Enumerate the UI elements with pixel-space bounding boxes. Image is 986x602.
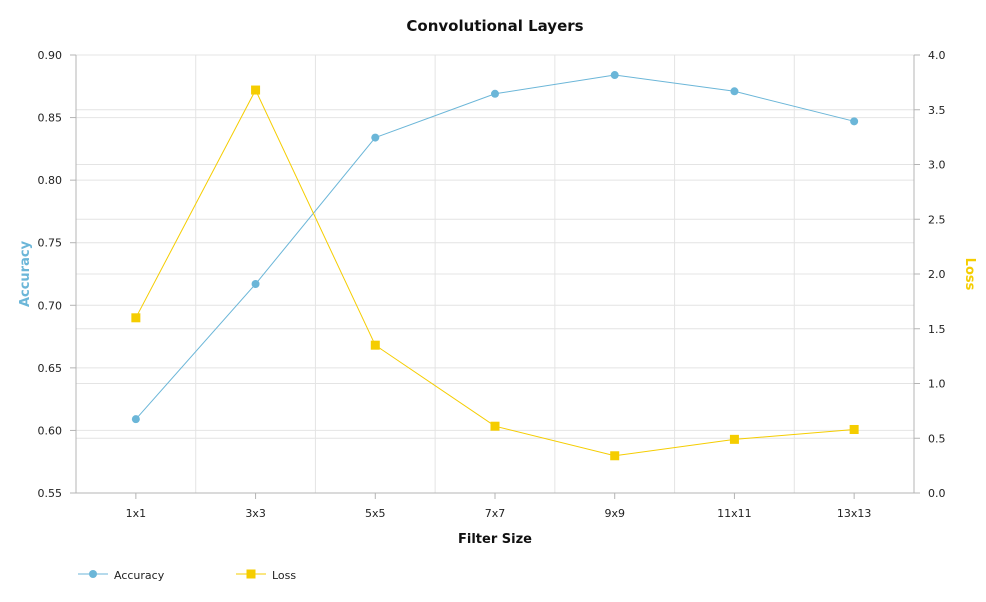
- loss-point: [610, 451, 620, 461]
- x-tick-label: 3x3: [245, 507, 266, 520]
- loss-point: [131, 313, 141, 323]
- loss-point: [251, 85, 261, 95]
- loss-point: [729, 434, 739, 444]
- y-left-tick-label: 0.75: [38, 237, 63, 250]
- y-right-tick-label: 0.0: [928, 487, 946, 500]
- legend-accuracy-label: Accuracy: [114, 569, 165, 582]
- y-right-tick-label: 1.0: [928, 378, 946, 391]
- legend: Accuracy Loss: [78, 569, 296, 582]
- x-tick-label: 11x11: [717, 507, 752, 520]
- x-tick-label: 1x1: [126, 507, 147, 520]
- x-tick-label: 9x9: [604, 507, 625, 520]
- loss-point: [370, 340, 380, 350]
- x-tick-label: 7x7: [485, 507, 506, 520]
- loss-point: [490, 421, 500, 431]
- accuracy-point: [610, 71, 619, 80]
- accuracy-point: [730, 87, 739, 96]
- legend-accuracy-marker: [89, 570, 97, 578]
- y-right-tick-label: 0.5: [928, 432, 946, 445]
- y-left-tick-label: 0.60: [38, 424, 63, 437]
- x-tick-label: 5x5: [365, 507, 386, 520]
- y-left-tick-label: 0.70: [38, 299, 63, 312]
- accuracy-point: [371, 133, 380, 142]
- chart-title: Convolutional Layers: [406, 17, 583, 35]
- y-axis-left-title: Accuracy: [18, 240, 33, 307]
- loss-line: [135, 88, 855, 457]
- y-left-tick-label: 0.65: [38, 362, 63, 375]
- y-right-tick-label: 4.0: [928, 49, 946, 62]
- y-right-tick-label: 3.5: [928, 104, 946, 117]
- loss-point: [849, 424, 859, 434]
- y-left-tick-label: 0.85: [38, 112, 63, 125]
- y-right-tick-label: 2.0: [928, 268, 946, 281]
- accuracy-point: [251, 280, 260, 289]
- x-tick-label: 13x13: [837, 507, 872, 520]
- y-right-tick-label: 1.5: [928, 323, 946, 336]
- y-left-tick-label: 0.90: [38, 49, 63, 62]
- accuracy-point: [491, 89, 499, 98]
- legend-loss-label: Loss: [272, 569, 296, 582]
- legend-loss-marker: [246, 569, 256, 579]
- axes: 0.55 0.60 0.65 0.70 0.75 0.80 0.85 0.90 0.0 0.5 1.…: [38, 49, 946, 520]
- accuracy-point: [131, 415, 140, 424]
- y-right-tick-label: 3.0: [928, 159, 946, 172]
- accuracy-point: [850, 117, 859, 126]
- y-axis-right-title: Loss: [962, 258, 977, 291]
- x-axis-title: Filter Size: [458, 532, 532, 547]
- y-right-tick-label: 2.5: [928, 213, 946, 226]
- series: [131, 71, 859, 461]
- y-left-tick-label: 0.80: [38, 174, 63, 187]
- y-left-tick-label: 0.55: [38, 487, 63, 500]
